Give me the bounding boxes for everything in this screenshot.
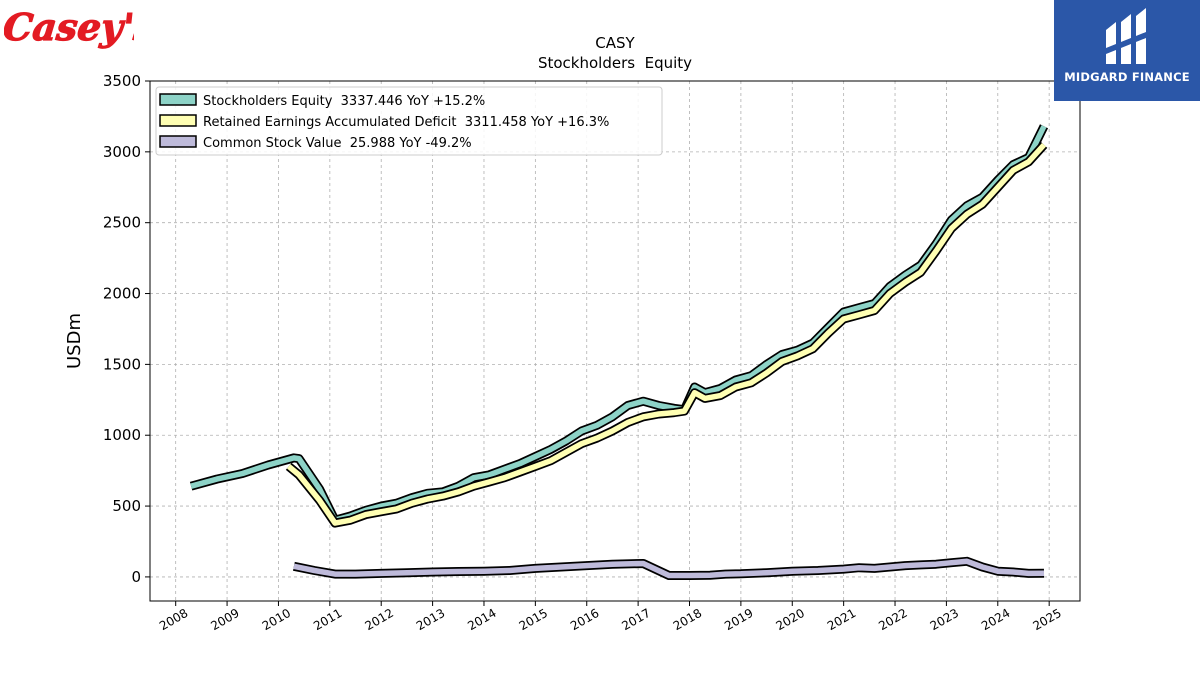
- x-tick-label: 2010: [260, 606, 293, 633]
- midgard-finance-logo: MIDGARD FINANCE: [1054, 0, 1200, 101]
- y-tick-label: 3000: [103, 143, 141, 161]
- x-tick-label: 2022: [876, 606, 909, 633]
- x-tick-label: 2021: [825, 606, 858, 633]
- x-tick-label: 2013: [414, 606, 447, 633]
- x-tick-label: 2023: [928, 606, 961, 633]
- y-axis-label: USDm: [64, 313, 85, 369]
- legend-box: [155, 86, 663, 156]
- series-line-2: [293, 558, 1045, 579]
- series-outline-1: [285, 141, 1048, 528]
- x-tick-label: 2025: [1030, 606, 1063, 633]
- y-tick-label: 2500: [103, 214, 141, 232]
- legend-swatch: [159, 93, 197, 106]
- legend-swatch: [159, 135, 197, 148]
- x-tick-label: 2019: [722, 606, 755, 633]
- svg-text:Casey's: Casey's: [4, 5, 134, 49]
- plot-frame: [149, 80, 1081, 602]
- caseys-logo: Casey's: [0, 2, 157, 54]
- y-tick-label: 1500: [103, 355, 141, 373]
- y-tick-label: 1000: [103, 426, 141, 444]
- series-layer: [189, 124, 1049, 580]
- x-tick-label: 2020: [774, 606, 807, 633]
- x-axis: 2008 2009 2010 2011 2012 2013 2014 2015 2016 2017…: [157, 601, 1064, 633]
- chart-title: CASY: [595, 34, 635, 52]
- y-tick-label: 0: [131, 568, 141, 586]
- series-outline-0: [189, 124, 1049, 525]
- legend-label: Stockholders Equity 3337.446 YoY +15.2%: [203, 94, 485, 109]
- x-tick-label: 2008: [157, 606, 190, 633]
- x-tick-label: 2014: [465, 606, 498, 633]
- x-tick-label: 2012: [362, 606, 395, 633]
- x-tick-label: 2016: [568, 606, 601, 633]
- x-tick-label: 2018: [671, 606, 704, 633]
- y-tick-label: 500: [112, 497, 141, 515]
- x-tick-label: 2009: [208, 606, 241, 633]
- legend-swatch: [159, 114, 197, 127]
- y-tick-label: 3500: [103, 72, 141, 90]
- midgard-logo-text: MIDGARD FINANCE: [1064, 70, 1190, 84]
- legend: Stockholders Equity 3337.446 YoY +15.2% R…: [155, 86, 663, 156]
- y-axis: 0 500 1000 1500 2000 2500 3000 3500: [103, 72, 150, 586]
- y-tick-label: 2000: [103, 285, 141, 303]
- x-tick-label: 2017: [619, 606, 652, 633]
- series-line-1: [286, 142, 1047, 526]
- legend-label: Retained Earnings Accumulated Deficit 33…: [203, 115, 609, 130]
- x-tick-label: 2011: [311, 606, 344, 633]
- midgard-emblem-icon: [1106, 8, 1146, 64]
- x-tick-label: 2024: [979, 606, 1012, 633]
- chart-subtitle: Stockholders Equity: [538, 54, 692, 72]
- legend-label: Common Stock Value 25.988 YoY -49.2%: [203, 136, 472, 151]
- grid: [150, 80, 1080, 601]
- x-tick-label: 2015: [517, 606, 550, 633]
- series-line-0: [190, 125, 1047, 523]
